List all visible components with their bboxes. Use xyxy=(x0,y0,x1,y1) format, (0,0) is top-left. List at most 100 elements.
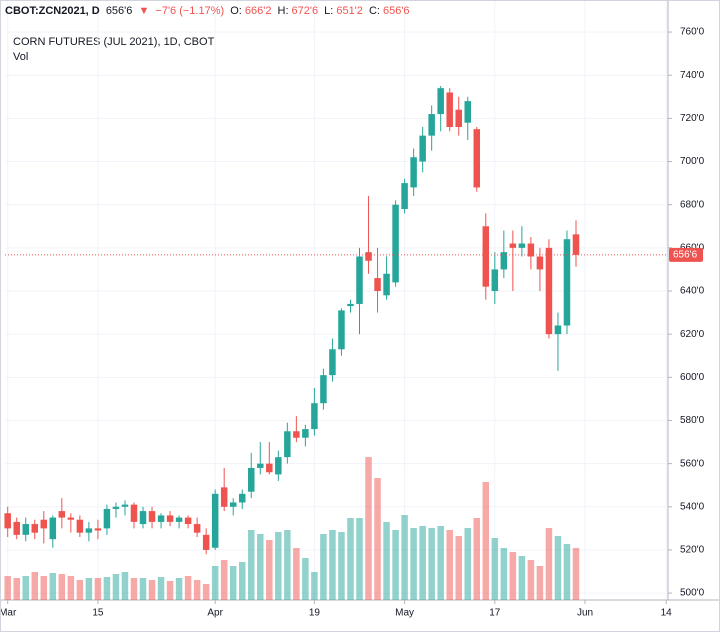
x-tick-label: Apr xyxy=(207,608,223,619)
candle-body xyxy=(536,256,544,270)
close-label: C: xyxy=(368,5,380,17)
symbol: CBOT:ZCN2021, D xyxy=(5,5,100,17)
candle-body xyxy=(157,515,165,522)
candle-body xyxy=(482,226,490,287)
candle-body xyxy=(121,504,129,507)
y-tick-label: 580'0 xyxy=(680,415,705,426)
volume-bar xyxy=(211,566,219,600)
volume-bar xyxy=(428,528,435,600)
candle-body xyxy=(58,511,66,518)
candle-body xyxy=(40,519,48,529)
y-tick-label: 560'0 xyxy=(680,458,705,469)
candle-body xyxy=(347,303,354,307)
candle-body xyxy=(85,528,93,533)
y-tick-label: 760'0 xyxy=(680,27,705,38)
volume-bar xyxy=(157,577,165,600)
candle-body xyxy=(31,524,39,533)
candle-body xyxy=(329,349,336,376)
y-tick-label: 680'0 xyxy=(680,199,705,210)
candle-body xyxy=(148,511,156,522)
volume-bar xyxy=(536,566,544,600)
volume-bar xyxy=(220,560,228,600)
chart-title: CORN FUTURES (JUL 2021), 1D, CBOT xyxy=(13,36,215,48)
candle-body xyxy=(211,493,219,548)
volume-bar xyxy=(85,578,93,600)
high-label: H: xyxy=(277,5,289,17)
candle-body xyxy=(13,521,20,535)
y-tick-label: 500'0 xyxy=(680,588,705,599)
candle-body xyxy=(419,135,426,162)
candle-body xyxy=(302,429,309,438)
candle-body xyxy=(4,513,11,529)
y-tick-label: 540'0 xyxy=(680,501,705,512)
volume-bar xyxy=(202,584,210,600)
volume-bar xyxy=(464,528,471,600)
volume-bar xyxy=(284,530,291,600)
volume-bar xyxy=(302,558,309,600)
candle-body xyxy=(103,508,111,529)
volume-bar xyxy=(40,576,48,600)
volume-bar xyxy=(419,526,426,600)
y-tick-label: 520'0 xyxy=(680,545,705,556)
candle-body xyxy=(266,463,273,473)
volume-bar xyxy=(518,556,526,600)
candle-body xyxy=(22,524,29,535)
x-tick-label: May xyxy=(395,608,414,619)
candle-body xyxy=(356,256,363,304)
y-tick-label: 620'0 xyxy=(680,329,705,340)
candle-body xyxy=(49,517,57,540)
volume-bar xyxy=(121,572,129,600)
volume-bar xyxy=(130,578,138,600)
volume-bar xyxy=(338,532,345,600)
volume-bar xyxy=(166,581,174,600)
x-tick-label: 17 xyxy=(489,608,501,619)
y-tick-label: 720'0 xyxy=(680,113,705,124)
volume-bar xyxy=(275,532,282,600)
last-price-tag xyxy=(669,247,703,262)
volume-bar xyxy=(103,577,111,600)
volume-bar xyxy=(401,515,408,600)
candle-body xyxy=(518,243,526,248)
volume-bar xyxy=(347,518,354,600)
last-price-label: 656'6 xyxy=(673,249,698,260)
volume-bar xyxy=(455,536,462,600)
volume-bar xyxy=(184,576,192,600)
volume-bar xyxy=(4,576,11,600)
volume-bar xyxy=(266,540,273,600)
volume-bar xyxy=(257,534,264,600)
volume-bar xyxy=(148,580,156,600)
volume-bar xyxy=(67,576,75,600)
candle-body xyxy=(446,92,453,128)
candle-body xyxy=(401,183,408,210)
candle-body xyxy=(238,493,246,503)
volume-bar xyxy=(311,572,318,600)
y-tick-label: 740'0 xyxy=(680,70,705,81)
candle-body xyxy=(202,534,210,550)
volume-bar xyxy=(31,572,39,600)
volume-bar xyxy=(572,548,580,600)
y-tick-label: 600'0 xyxy=(680,372,705,383)
volume-bar xyxy=(76,580,84,600)
candle-body xyxy=(293,431,300,438)
candle-body xyxy=(94,528,102,531)
candle-body xyxy=(175,517,183,522)
volume-bar xyxy=(248,530,255,600)
candle-body xyxy=(374,278,381,292)
candle-body xyxy=(139,511,147,525)
low-value: 651'2 xyxy=(336,5,363,17)
candle-body xyxy=(112,506,120,509)
candle-body xyxy=(572,234,580,255)
candle-body xyxy=(220,487,228,507)
x-tick-label: Mar xyxy=(1,608,17,619)
volume-bar xyxy=(22,576,29,600)
candle-body xyxy=(563,239,571,326)
candle-body xyxy=(248,467,255,492)
volume-bar xyxy=(410,528,417,600)
volume-label: Vol xyxy=(13,51,28,63)
candle-body xyxy=(284,431,291,458)
y-tick-label: 700'0 xyxy=(680,156,705,167)
candle-body xyxy=(383,273,390,296)
candle-body xyxy=(193,524,201,533)
volume-bar xyxy=(500,548,508,600)
candle-body xyxy=(184,517,192,525)
